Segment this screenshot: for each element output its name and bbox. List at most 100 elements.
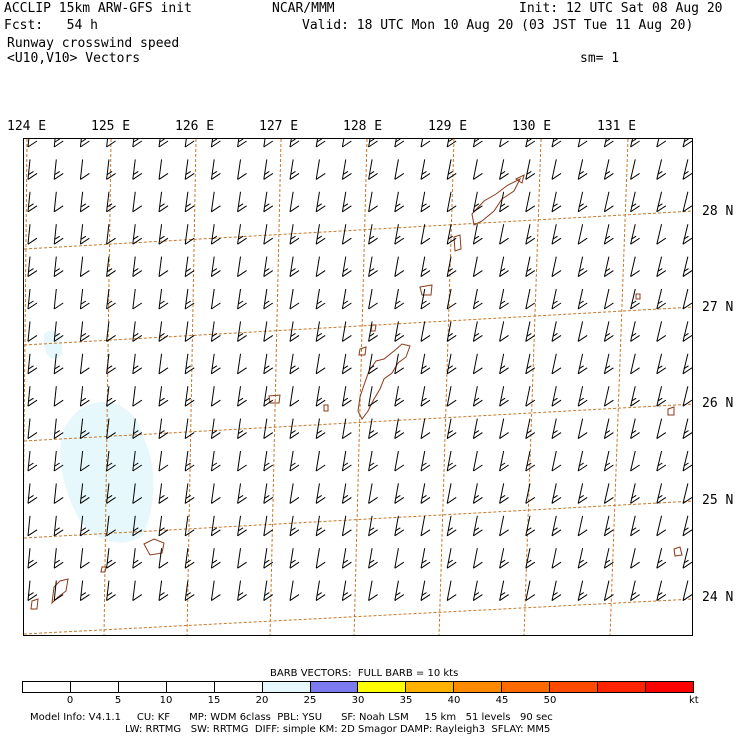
wind-barb [472, 353, 483, 375]
barb-half [369, 170, 375, 175]
wind-barb [525, 191, 536, 213]
barb-full [394, 399, 405, 407]
wind-barb [656, 353, 667, 375]
barb-full [184, 432, 195, 440]
barb-full [237, 302, 247, 310]
barb-full [27, 432, 38, 440]
barb-staff [577, 450, 584, 472]
wind-barb [368, 256, 378, 278]
barb-full [342, 496, 352, 504]
barb-full [106, 367, 116, 375]
barb-staff [184, 288, 189, 310]
barb-staff [603, 353, 610, 374]
coastline-island [357, 343, 411, 420]
wind-barb [289, 450, 300, 472]
barb-full [577, 561, 588, 569]
barb-staff [263, 353, 268, 374]
barb-full [394, 561, 405, 569]
wind-barb [263, 580, 274, 602]
barb-staff [499, 321, 505, 342]
barb-full [27, 334, 38, 342]
wind-barb [577, 450, 588, 472]
barb-full [473, 594, 483, 602]
barb-staff [630, 450, 636, 472]
wind-barb [132, 139, 143, 148]
barb-full [184, 529, 195, 537]
wind-barb [525, 548, 536, 569]
wind-barb [499, 256, 509, 278]
barb-staff [237, 515, 242, 536]
barb-staff [682, 353, 689, 374]
barb-full [53, 302, 64, 310]
wind-barb [656, 256, 667, 278]
barb-half [28, 203, 34, 208]
barb-half [631, 527, 637, 532]
barb-half [238, 397, 244, 402]
barb-half [185, 397, 191, 402]
barb-full [237, 367, 247, 375]
barb-staff [525, 159, 531, 180]
wind-barb [525, 515, 536, 537]
barb-half [342, 170, 349, 175]
wind-barb [472, 483, 483, 504]
wind-barb [53, 224, 64, 245]
barb-half [107, 397, 113, 402]
barb-full [473, 172, 483, 180]
barb-staff [420, 386, 426, 407]
wind-barb [158, 139, 169, 148]
barb-half [421, 268, 427, 273]
wind-barb [472, 515, 483, 537]
barb-staff [420, 191, 426, 212]
barb-staff [184, 191, 189, 212]
wind-barb [394, 386, 405, 407]
barb-staff [315, 483, 320, 504]
barb-half [552, 203, 558, 208]
barb-half [133, 462, 139, 467]
barb-staff [315, 386, 320, 407]
wind-barb [472, 191, 483, 213]
barb-half [421, 494, 427, 499]
barb-half [342, 462, 349, 467]
barb-staff [656, 450, 663, 472]
barb-staff [53, 256, 57, 277]
barb-half [238, 430, 244, 435]
barb-full [237, 464, 247, 472]
barb-staff [27, 139, 30, 148]
barb-staff [551, 450, 557, 472]
barb-half [395, 139, 401, 143]
barb-half [54, 170, 60, 175]
lat-label-24: 24 N [702, 590, 734, 605]
wind-barb [499, 450, 509, 472]
barb-half [159, 527, 165, 532]
color-scale-cell [118, 682, 167, 692]
wind-barb [341, 548, 352, 569]
barb-staff [315, 515, 320, 536]
barb-staff [446, 256, 452, 277]
barb-half [552, 139, 558, 143]
barb-half [500, 365, 506, 370]
barb-staff [682, 483, 689, 504]
barb-staff [237, 548, 242, 569]
barb-half [185, 462, 191, 467]
barb-full [420, 432, 431, 440]
barb-staff [368, 515, 373, 536]
barb-staff [315, 450, 320, 472]
barb-half [290, 332, 296, 337]
barb-full [211, 237, 221, 245]
barb-staff [341, 353, 347, 374]
barb-staff [237, 191, 242, 212]
barb-half [526, 235, 532, 240]
barb-staff [53, 418, 57, 439]
wind-barb [210, 159, 221, 180]
wind-barb [656, 580, 667, 602]
barb-staff [79, 515, 84, 536]
barb-staff [341, 386, 347, 407]
barb-full [237, 399, 247, 407]
color-scale-cell [262, 682, 311, 692]
barb-staff [315, 224, 320, 245]
wind-barb [630, 515, 640, 537]
barb-staff [341, 256, 347, 277]
barb-full [420, 594, 431, 602]
barb-staff [368, 321, 373, 342]
barb-full [315, 561, 326, 569]
